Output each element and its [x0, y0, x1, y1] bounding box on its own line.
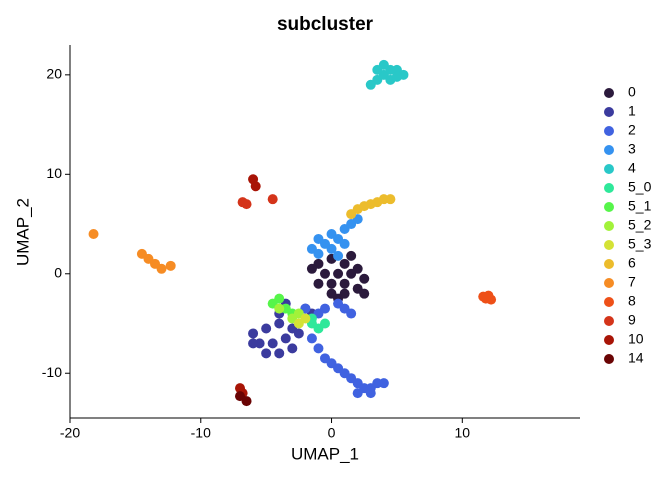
point	[339, 258, 350, 269]
point	[333, 268, 344, 279]
point	[378, 378, 389, 389]
point	[267, 338, 278, 349]
legend-label: 3	[628, 141, 636, 157]
point	[261, 348, 272, 359]
point	[88, 228, 99, 239]
x-tick-label: -10	[191, 425, 211, 441]
legend-label: 5_3	[628, 236, 652, 252]
legend-marker	[604, 240, 614, 250]
point	[346, 250, 357, 261]
legend-label: 5_2	[628, 217, 652, 233]
x-axis-label: UMAP_1	[291, 444, 359, 463]
point	[248, 328, 259, 339]
point	[300, 313, 311, 324]
legend-label: 5_1	[628, 198, 652, 214]
legend-marker	[604, 221, 614, 231]
point	[365, 388, 376, 399]
point	[241, 396, 252, 407]
legend-marker	[604, 145, 614, 155]
point	[274, 303, 285, 314]
point	[352, 388, 363, 399]
legend-label: 8	[628, 293, 636, 309]
point	[346, 308, 357, 319]
point	[333, 250, 344, 261]
point	[165, 260, 176, 271]
point	[359, 273, 370, 284]
point	[326, 278, 337, 289]
point	[346, 268, 357, 279]
point	[391, 71, 402, 82]
point	[320, 268, 330, 279]
point	[313, 278, 324, 289]
point	[306, 333, 317, 344]
point	[339, 238, 350, 249]
point	[280, 333, 291, 344]
legend-marker	[604, 183, 614, 193]
legend-marker	[604, 88, 614, 98]
point	[261, 323, 272, 334]
point	[339, 278, 350, 289]
point	[313, 343, 324, 354]
x-tick-label: -20	[60, 425, 80, 441]
legend-marker	[604, 126, 614, 136]
legend-marker	[604, 297, 614, 307]
point	[250, 181, 261, 192]
legend-marker	[604, 335, 614, 345]
legend-label: 7	[628, 274, 636, 290]
point	[378, 59, 389, 70]
legend-label: 2	[628, 122, 636, 138]
y-tick-label: -10	[42, 364, 62, 380]
point	[248, 338, 259, 349]
point	[267, 194, 278, 205]
legend-marker	[604, 202, 614, 212]
point	[274, 318, 285, 329]
legend-marker	[604, 259, 614, 269]
point	[156, 263, 167, 274]
point	[287, 343, 298, 354]
legend-label: 10	[628, 331, 644, 347]
point	[274, 293, 285, 304]
point	[326, 243, 337, 254]
point	[478, 291, 489, 302]
legend-marker	[604, 354, 614, 364]
legend-marker	[604, 278, 614, 288]
legend-marker	[604, 107, 614, 117]
point	[306, 263, 317, 274]
legend-label: 1	[628, 103, 636, 119]
point	[274, 348, 285, 359]
chart-title: subcluster	[277, 14, 374, 35]
point	[320, 318, 330, 329]
legend-label: 6	[628, 255, 636, 271]
point	[359, 288, 370, 299]
legend-label: 0	[628, 84, 636, 100]
y-tick-label: 0	[54, 264, 62, 280]
legend-label: 4	[628, 160, 636, 176]
point	[385, 194, 396, 205]
point	[237, 197, 248, 208]
point	[313, 248, 324, 259]
legend-marker	[604, 316, 614, 326]
y-tick-label: 10	[46, 165, 62, 181]
legend-label: 5_0	[628, 179, 652, 195]
legend-label: 14	[628, 350, 644, 366]
legend-label: 9	[628, 312, 636, 328]
y-tick-label: 20	[46, 66, 62, 82]
point	[293, 328, 304, 339]
y-axis-label: UMAP_2	[13, 198, 32, 266]
x-tick-label: 0	[328, 425, 336, 441]
x-tick-label: 10	[455, 425, 471, 441]
legend-marker	[604, 164, 614, 174]
